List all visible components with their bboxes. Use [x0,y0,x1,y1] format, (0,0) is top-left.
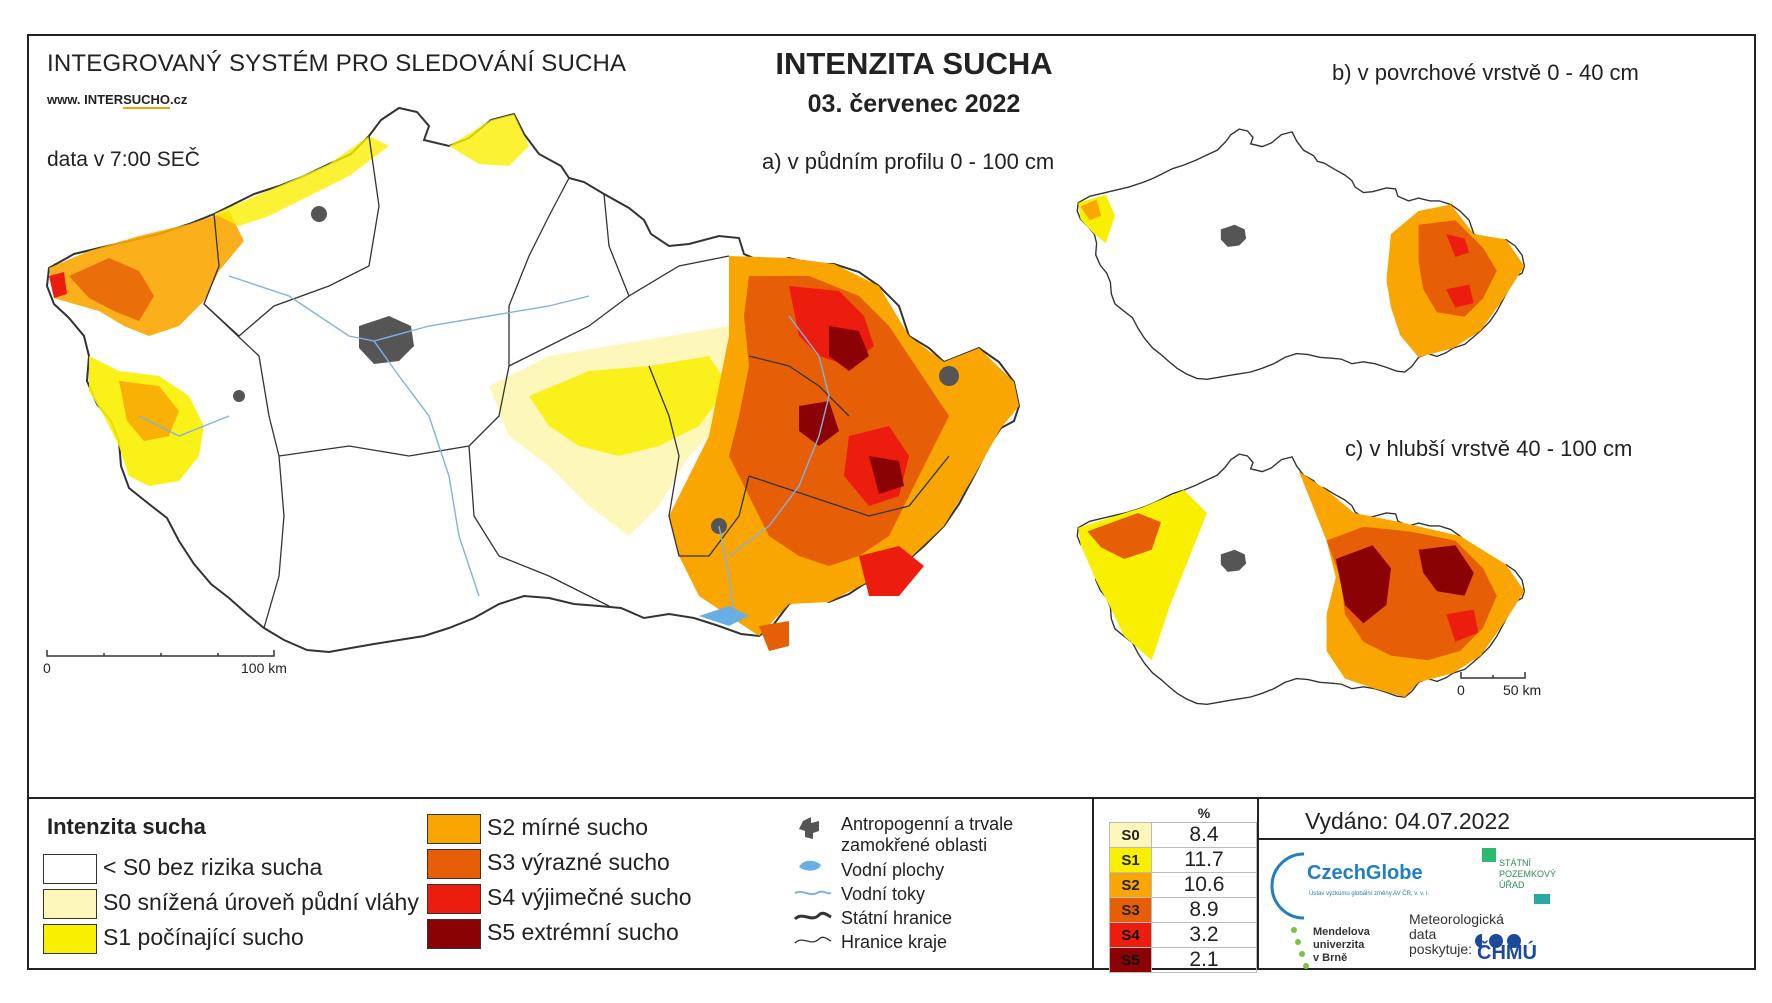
table-row: S0 8.4 [1109,822,1257,848]
river-icon [794,890,832,896]
mendel-logo-icon [1291,927,1297,933]
divider-logos [1257,797,1259,970]
legend-label-s5: S5 extrémní sucho [487,919,679,945]
legend-label-below-s0: < S0 bez rizika sucha [103,854,323,880]
meteo-line: poskytuje: [1409,941,1473,957]
legend-label-s2: S2 mírné sucho [487,814,649,840]
spu-logo-icon [1482,848,1496,862]
table-row: S2 10.6 [1109,872,1257,898]
divider-issued [1257,838,1754,840]
region-border-icon [794,936,832,944]
czechglobe-subtitle: Ústav výzkumu globální změny AV ČR, v. v… [1309,891,1430,897]
legend-divider [29,797,1754,799]
main-title: INTENZITA SUCHA [775,46,1053,81]
scale-bar-small [1460,672,1526,679]
legend-swatch-s0 [43,889,97,919]
map-date: 03. červenec 2022 [807,90,1021,118]
urban-area-icon [799,817,819,839]
legend-swatch-below-s0 [43,854,97,884]
stats-header-percent: % [1197,805,1211,821]
meteo-line: data [1409,926,1437,942]
chmu-logo-icon [1475,934,1482,948]
czechglobe-logo: CzechGlobe [1307,862,1423,884]
stats-value: 2.1 [1151,947,1257,973]
mendel-line: univerzita [1313,939,1365,951]
scale-small-end: 50 km [1503,682,1542,698]
table-row: S4 3.2 [1109,922,1257,948]
table-row: S3 8.9 [1109,897,1257,923]
feature-label-urban: Antropogenní a trvale [841,814,1014,834]
legend-swatch-s3 [427,849,481,879]
stats-key: S3 [1109,897,1152,923]
mendel-line: Mendelova [1313,926,1370,938]
main-map [45,106,1021,654]
spu-line: POZEMKOVÝ [1499,869,1557,879]
map-b-label: b) v povrchové vrstvě 0 - 40 cm [1332,60,1639,85]
spu-line: STÁTNÍ [1499,858,1532,868]
chmu-logo-text: ČHMÚ [1477,942,1537,964]
feature-label-river: Vodní toky [841,884,926,904]
map-frame: INTEGROVANÝ SYSTÉM PRO SLEDOVÁNÍ SUCHA w… [27,34,1756,973]
legend-label-s3: S3 výrazné sucho [487,849,670,875]
feature-label-region-border: Hranice kraje [841,932,948,952]
stats-header-key [1110,804,1152,823]
state-border-icon [793,911,832,921]
stats-value: 3.2 [1151,922,1257,948]
legend-label-s4: S4 výjimečné sucho [487,884,692,910]
legend-swatch-s4 [427,884,481,914]
legend-label-s0: S0 snížená úroveň půdní vláhy [103,889,419,915]
issued-date: Vydáno: 04.07.2022 [1305,808,1511,834]
partner-logos [1270,848,1550,969]
stats-table: % S0 8.4 S1 11.7 S2 10.6 S3 8.9 S4 3.2 S5 2.1 [1109,804,1257,973]
feature-legend-icons [793,817,832,944]
spu-logo-text: STÁTNÍ POZEMKOVÝ ÚŘAD [1499,858,1556,891]
table-row: S5 2.1 [1109,947,1257,973]
stats-key: S5 [1109,947,1152,973]
stats-key: S2 [1109,872,1152,898]
stats-value: 10.6 [1151,872,1257,898]
legend-swatch-s1 [43,924,97,954]
meteo-line: Meteorologická [1409,911,1504,927]
feature-label-state-border: Státní hranice [841,908,953,928]
spu-line: ÚŘAD [1499,880,1525,890]
divider-stats [1092,797,1094,970]
mendel-line: v Brně [1313,952,1348,964]
stats-key: S0 [1109,822,1152,848]
scale-main-start: 0 [43,660,51,676]
map-a-label: a) v půdním profilu 0 - 100 cm [762,149,1055,174]
water-body-icon [799,860,821,871]
feature-label-urban-2: zamokřené oblasti [841,835,988,855]
data-time: data v 7:00 SEČ [47,148,200,171]
website-highlight: SUCHO [123,92,171,109]
map-c-label: c) v hlubší vrstvě 40 - 100 cm [1345,436,1633,461]
map-c [1076,453,1526,706]
czechglobe-logo-icon [1270,852,1305,920]
legend-swatch-s2 [427,814,481,844]
stats-value: 8.9 [1151,897,1257,923]
mendel-logo-text: Mendelova univerzita v Brně [1313,926,1370,965]
drought-maps [45,106,1526,706]
system-title: INTEGROVANÝ SYSTÉM PRO SLEDOVÁNÍ SUCHA [47,50,627,77]
website-suffix: .cz [170,92,188,107]
table-row: S1 11.7 [1109,847,1257,873]
stats-key: S4 [1109,922,1152,948]
stats-key: S1 [1109,847,1152,873]
meteo-data-text: Meteorologická data poskytuje: [1409,912,1504,957]
website-prefix: www. INTER [47,92,124,107]
scale-small-start: 0 [1457,682,1465,698]
legend-title: Intenzita sucha [47,814,206,839]
map-b [1076,128,1526,381]
legend-swatch-s5 [427,919,481,949]
feature-label-water: Vodní plochy [841,860,945,880]
scale-bar-main [46,650,275,657]
legend-label-s1: S1 počínající sucho [103,924,304,950]
website-link[interactable]: www. INTERSUCHO.cz [47,92,188,109]
stats-value: 8.4 [1151,822,1257,848]
stats-value: 11.7 [1151,847,1257,873]
scale-main-end: 100 km [241,660,287,676]
